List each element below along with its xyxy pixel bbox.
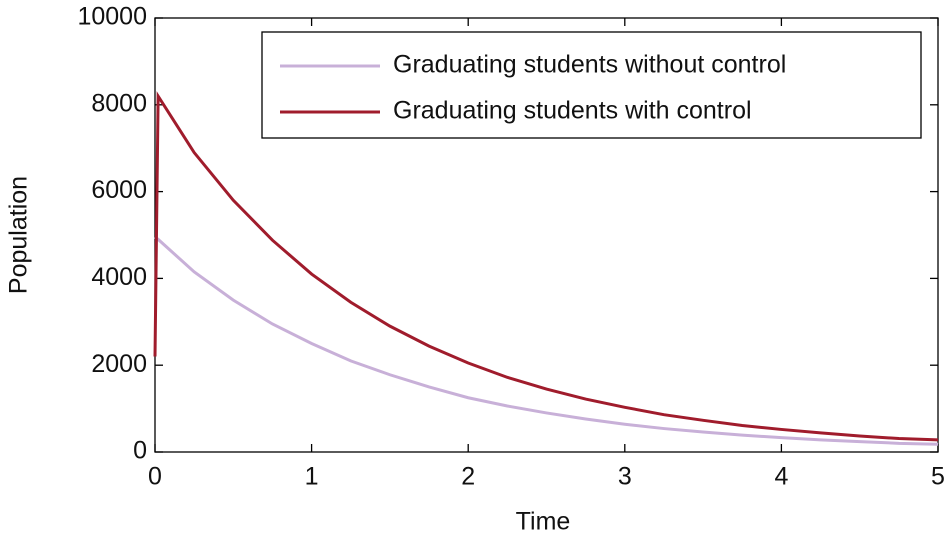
y-axis-label: Population [5,176,33,294]
x-tick-label: 5 [931,463,945,491]
y-tick-label: 4000 [91,263,147,291]
legend-label: Graduating students without control [393,51,786,79]
data-line [154,235,939,446]
legend-label: Graduating students with control [393,97,752,125]
x-tick-label: 2 [461,463,475,491]
legend-box [261,31,922,139]
x-tick-label: 0 [148,463,162,491]
y-tick-label: 8000 [91,89,147,117]
y-tick-label: 6000 [91,176,147,204]
y-tick-label: 2000 [91,350,147,378]
x-tick-label: 4 [774,463,788,491]
x-tick-label: 1 [305,463,319,491]
x-tick-label: 3 [618,463,632,491]
data-line [153,91,939,442]
y-tick-label: 10000 [77,3,147,31]
y-tick-label: 0 [133,437,147,465]
x-axis-label: Time [516,508,571,536]
